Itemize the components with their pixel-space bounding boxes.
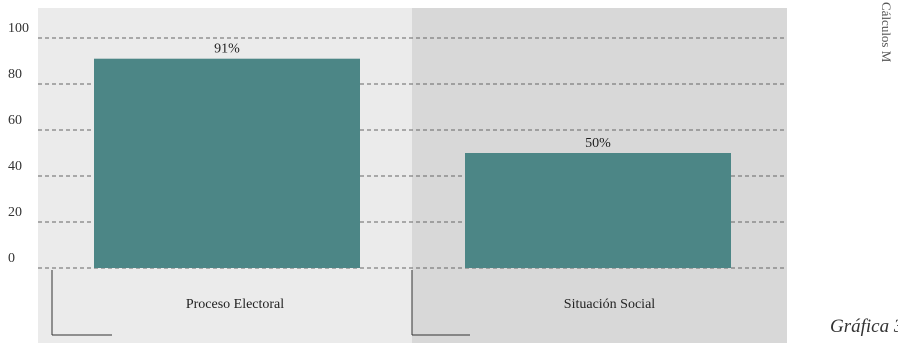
- category-label: Situación Social: [564, 297, 655, 312]
- bar-data-label: 91%: [214, 42, 240, 57]
- category-brackets: [51, 270, 470, 336]
- y-tick-label: 0: [8, 251, 15, 266]
- source-note: Cálculos M: [879, 2, 894, 63]
- y-tick-label: 80: [8, 67, 22, 82]
- bars: 91% 50%: [94, 42, 731, 269]
- y-tick-label: 20: [8, 205, 22, 220]
- y-tick-label: 100: [8, 21, 29, 36]
- x-axis-categories: Proceso Electoral Situación Social: [186, 297, 655, 312]
- figure-caption: Gráfica 3.: [830, 316, 898, 337]
- bar: [465, 153, 731, 268]
- category-label: Proceso Electoral: [186, 297, 284, 312]
- y-axis-ticks: 0 20 40 60 80 100: [8, 21, 29, 266]
- bar-data-label: 50%: [585, 136, 611, 151]
- y-tick-label: 40: [8, 159, 22, 174]
- y-tick-label: 60: [8, 113, 22, 128]
- bar: [94, 58, 360, 269]
